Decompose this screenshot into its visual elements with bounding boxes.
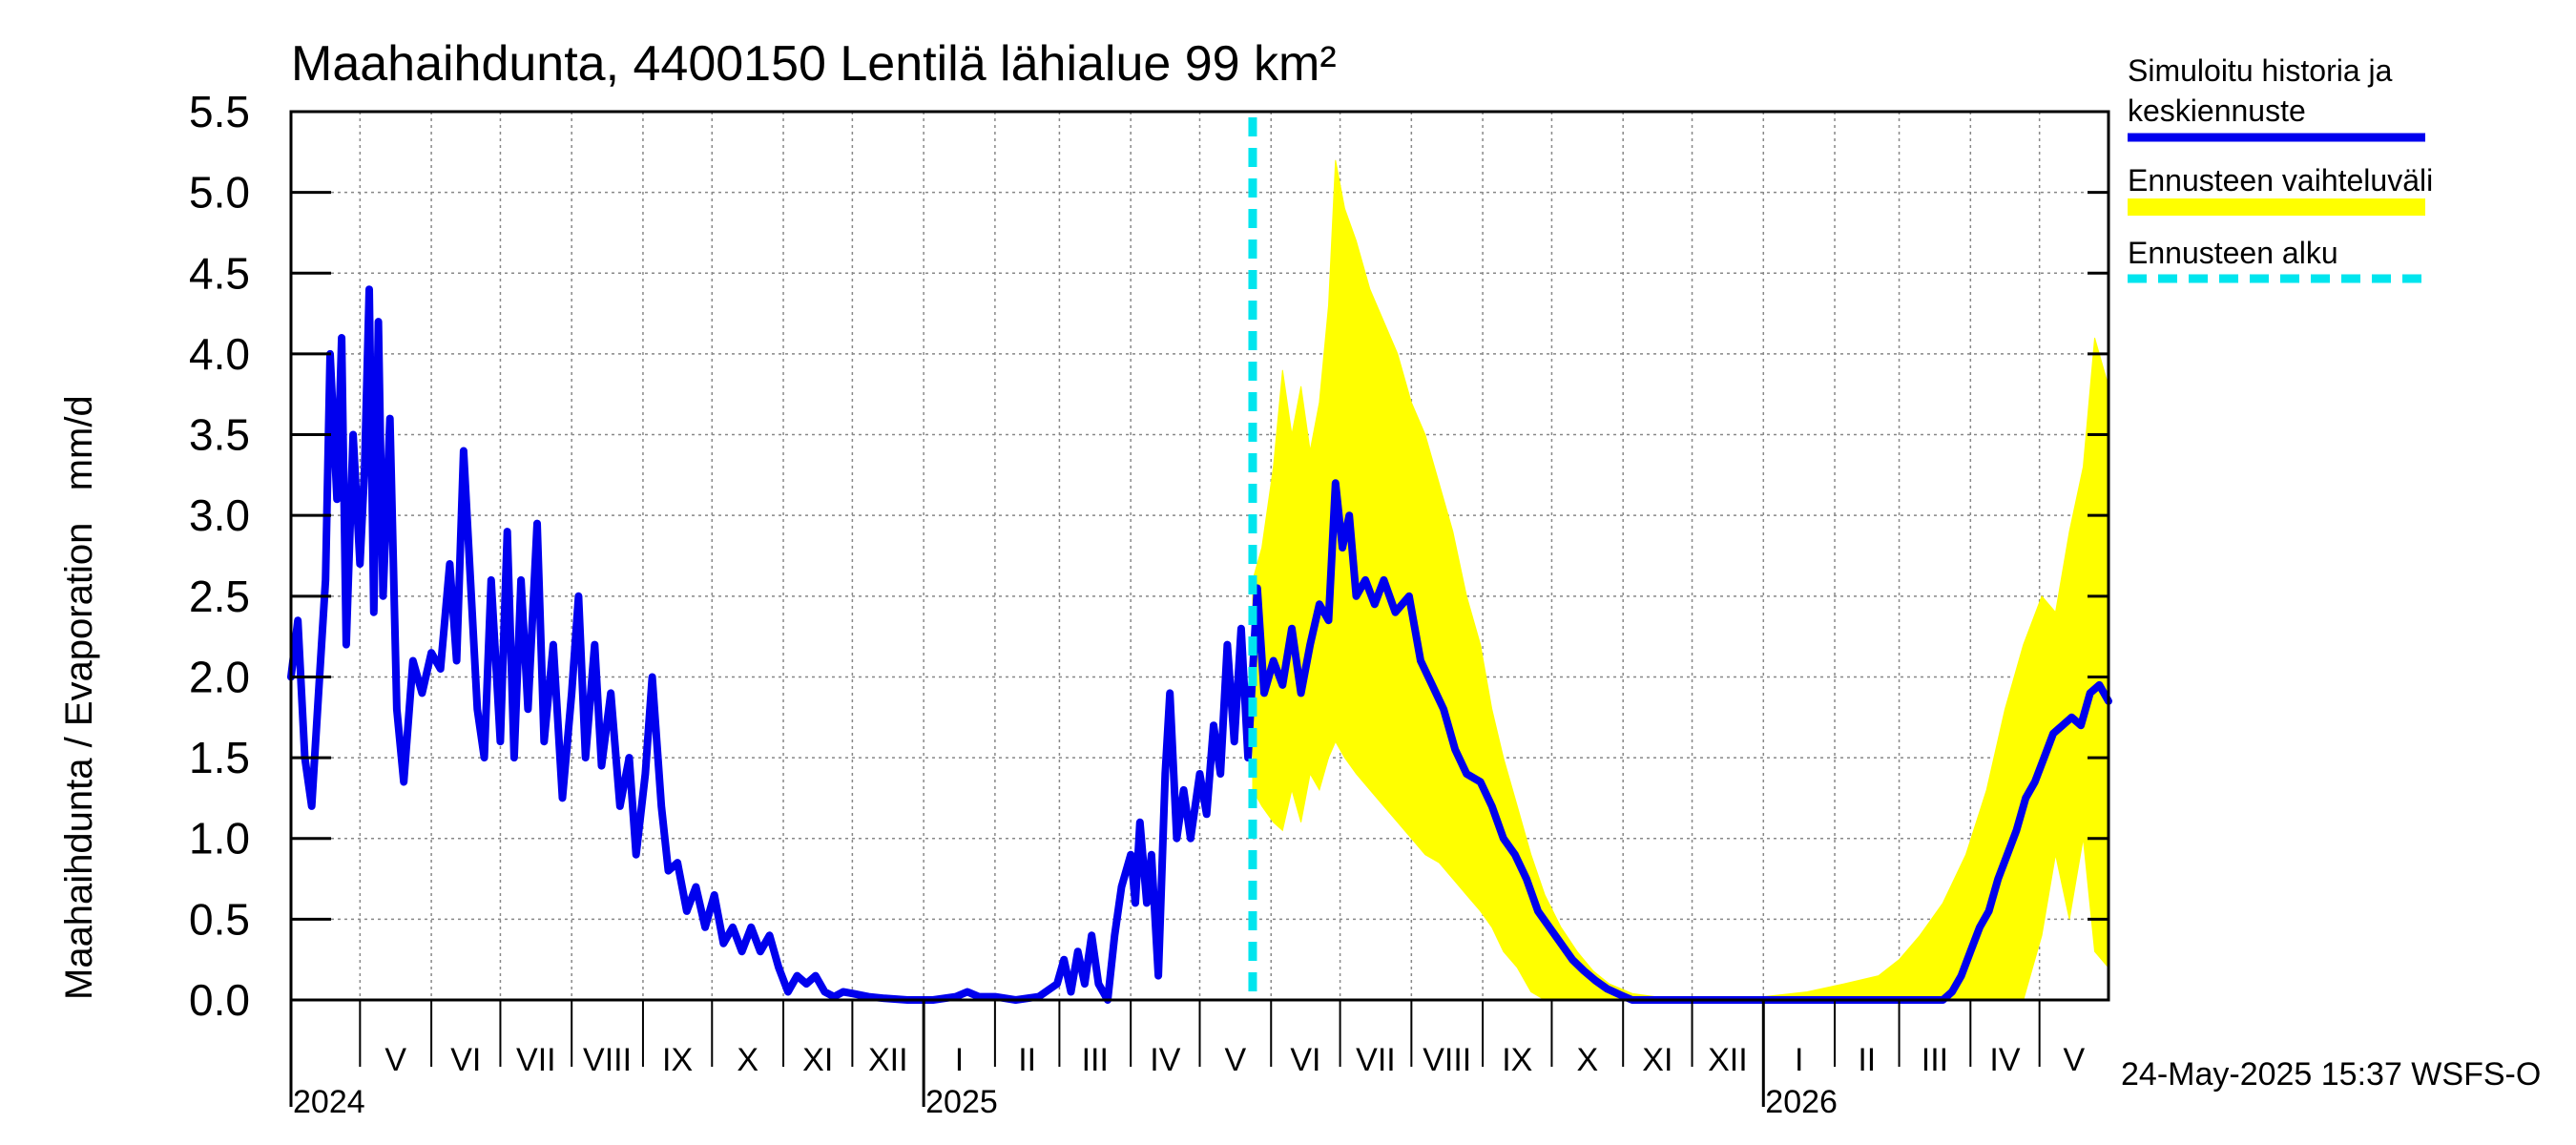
legend: Simuloitu historia ja keskiennuste Ennus… (2128, 53, 2433, 283)
legend-label-simulated-line2: keskiennuste (2128, 94, 2306, 128)
month-label: III (1082, 1042, 1109, 1078)
month-label: XI (802, 1042, 833, 1078)
month-label: XII (1708, 1042, 1748, 1078)
month-label: V (384, 1042, 406, 1078)
month-label: XI (1642, 1042, 1672, 1078)
series-line-simulated (287, 285, 2112, 1004)
chart-title: Maahaihdunta, 4400150 Lentilä lähialue 9… (291, 36, 1337, 92)
legend-label-simulated: Simuloitu historia ja (2128, 53, 2393, 88)
month-label: VII (516, 1042, 556, 1078)
month-label: X (1576, 1042, 1598, 1078)
month-label: VI (1290, 1042, 1320, 1078)
axes: 0.00.51.01.52.02.53.03.54.04.55.05.5V VI V… (189, 87, 2110, 1120)
footer-timestamp: 24-May-2025 15:37 WSFS-O (2121, 1056, 2541, 1093)
year-label: 2025 (925, 1084, 998, 1120)
legend-label-range: Ennusteen vaihteluväli (2128, 163, 2433, 198)
series-layer (287, 285, 2112, 1004)
month-label: V (1225, 1042, 1247, 1078)
month-label: IV (1150, 1042, 1180, 1078)
month-label: III (1922, 1042, 1948, 1078)
month-label: X (737, 1042, 758, 1078)
y-tick-label: 1.5 (189, 733, 250, 782)
forecast-range-area (1252, 159, 2109, 1001)
y-tick-label: 3.5 (189, 410, 250, 460)
month-label: IX (662, 1042, 693, 1078)
y-tick-label: 2.0 (189, 652, 250, 701)
month-label: IX (1502, 1042, 1532, 1078)
month-label: I (955, 1042, 964, 1078)
y-tick-label: 5.0 (189, 168, 250, 218)
month-label: VIII (1423, 1042, 1471, 1078)
year-label: 2026 (1765, 1084, 1838, 1120)
y-tick-label: 0.0 (189, 975, 250, 1025)
y-tick-label: 4.0 (189, 329, 250, 379)
month-label: XII (868, 1042, 908, 1078)
month-label: V (2063, 1042, 2085, 1078)
month-label: VI (450, 1042, 481, 1078)
y-tick-label: 0.5 (189, 894, 250, 944)
legend-swatch-range (2128, 198, 2425, 216)
month-label: II (1858, 1042, 1876, 1078)
month-label: VIII (583, 1042, 632, 1078)
month-label: IV (1989, 1042, 2020, 1078)
y-tick-label: 2.5 (189, 572, 250, 621)
year-label: 2024 (293, 1084, 365, 1120)
y-tick-label: 5.5 (189, 87, 250, 136)
legend-label-forecast-start: Ennusteen alku (2128, 236, 2338, 270)
month-label: I (1795, 1042, 1803, 1078)
plot-frame (289, 110, 2110, 1002)
y-tick-label: 1.0 (189, 814, 250, 864)
y-axis-label: Maahaihdunta / Evaporation mm/d (58, 395, 100, 1000)
y-tick-label: 3.0 (189, 490, 250, 540)
grid (291, 111, 2109, 1001)
month-label: VII (1356, 1042, 1396, 1078)
month-label: II (1018, 1042, 1036, 1078)
y-tick-label: 4.5 (189, 248, 250, 298)
forecast-range-band (1252, 159, 2109, 1001)
